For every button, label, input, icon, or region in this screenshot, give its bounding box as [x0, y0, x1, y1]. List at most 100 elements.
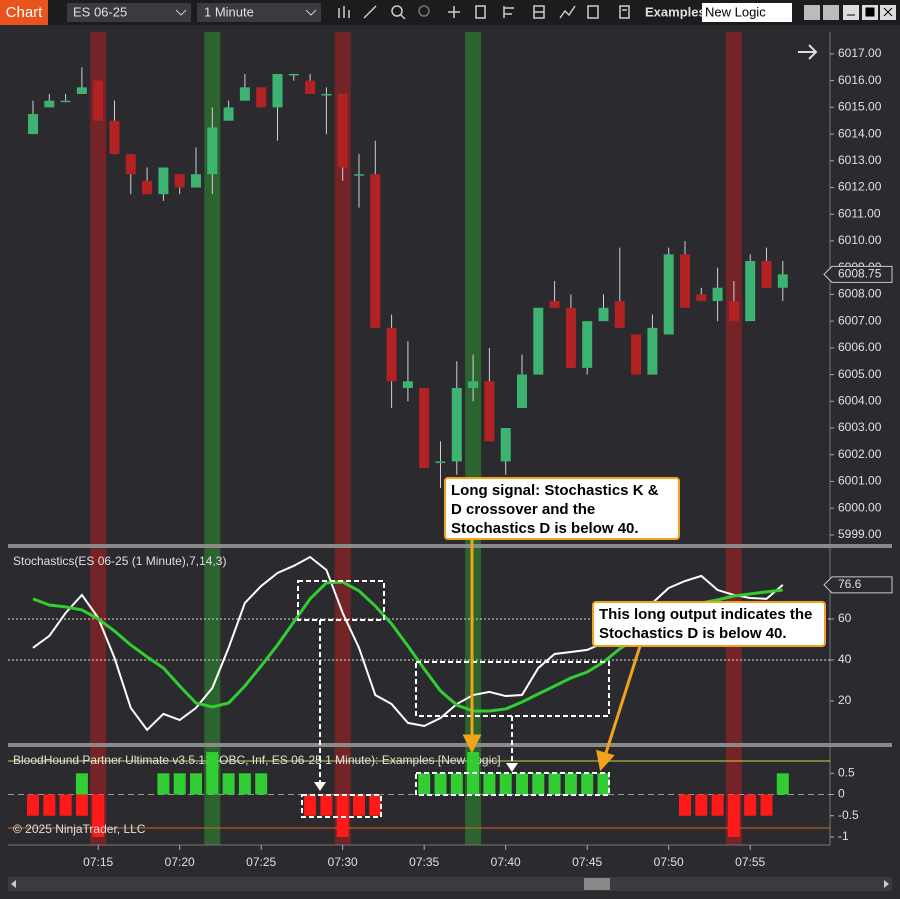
callout-long-signal: Long signal: Stochastics K & D crossover…	[444, 477, 680, 540]
scroll-arrow[interactable]	[798, 44, 818, 60]
y-tick-label: 0.5	[838, 765, 855, 779]
candle-body	[44, 100, 55, 108]
copyright: © 2025 NinjaTrader, LLC	[13, 822, 146, 836]
signal-bar	[483, 773, 496, 795]
candle-body	[663, 254, 674, 335]
last-value-tag	[823, 576, 893, 594]
candle-body	[370, 174, 381, 328]
candle-body	[777, 274, 788, 288]
panel-separator	[8, 743, 892, 747]
candle-body	[223, 107, 234, 121]
y-tick-label: 0	[838, 787, 845, 801]
signal-band	[204, 32, 221, 845]
y-tick-label: 60	[838, 611, 852, 625]
y-tick-label: 6005.00	[838, 367, 882, 381]
y-tick-label: 6000.00	[838, 500, 882, 514]
tab-label: Chart	[6, 4, 44, 21]
plot-area: 5999.00 6000.00 6001.00 6002.00 6003.00 6004.…	[8, 46, 893, 869]
x-tick-label: 07:15	[83, 855, 113, 869]
candle-body	[696, 294, 707, 302]
candle-body	[174, 174, 185, 188]
toolbar-icons[interactable]	[338, 5, 630, 20]
signal-bar	[434, 773, 447, 795]
signal-bar	[157, 773, 170, 795]
x-tick-label: 07:25	[246, 855, 276, 869]
signal-bar	[516, 773, 528, 795]
scrollbar[interactable]	[8, 877, 892, 891]
signal-bar	[776, 773, 789, 795]
signal-bar	[597, 773, 610, 795]
candle-body	[712, 287, 723, 302]
callout-arrows	[462, 540, 642, 772]
candle-body	[680, 254, 690, 308]
candle-body	[598, 307, 609, 322]
y-tick-label: 6010.00	[838, 233, 882, 247]
y-tick-label: 6003.00	[838, 420, 882, 434]
x-tick-label: 07:50	[654, 855, 684, 869]
candle-body	[451, 387, 462, 462]
y-tick-label: 6004.00	[838, 393, 882, 407]
y-tick-label: 6007.00	[838, 313, 882, 327]
instrument-select[interactable]	[67, 3, 191, 22]
candle-body	[158, 167, 169, 195]
candle-body	[125, 154, 136, 175]
signal-bar	[255, 773, 268, 795]
signal-bar	[695, 794, 708, 816]
signal-bar	[727, 794, 740, 837]
signal-bar	[450, 773, 463, 795]
y-tick-label: 6017.00	[838, 46, 882, 60]
candle-body	[191, 174, 201, 188]
candle-body	[435, 461, 446, 463]
callout-long-output: This long output indicates the Stochasti…	[592, 601, 826, 647]
stochastic-line	[32, 555, 784, 732]
signal-bar	[75, 773, 88, 795]
candle-body	[533, 307, 544, 375]
candle-body	[272, 73, 283, 108]
signal-bar	[190, 773, 202, 795]
signal-bar	[336, 794, 349, 837]
dropdown-arrow	[175, 9, 187, 16]
y-tick-label: 40	[838, 652, 852, 666]
candle-body	[28, 114, 38, 135]
y-tick-label: 5999.00	[838, 527, 882, 541]
workspace-label: Examples	[645, 4, 706, 19]
x-tick-label: 07:55	[735, 855, 765, 869]
candle-body	[565, 307, 576, 368]
y-tick-label: 6002.00	[838, 447, 882, 461]
interval-select[interactable]	[197, 3, 321, 22]
candle-body	[468, 381, 479, 388]
x-tick-label: 07:40	[491, 855, 521, 869]
signal-bar	[711, 794, 724, 816]
candle-body	[419, 387, 430, 469]
candle-body	[109, 120, 120, 155]
chart-tab[interactable]	[0, 0, 48, 25]
signal-bar	[304, 794, 317, 816]
candle-body	[402, 381, 413, 388]
candle-body	[337, 93, 348, 168]
candle-body	[728, 301, 739, 322]
x-tick-label: 07:30	[328, 855, 358, 869]
y-tick-label: 6016.00	[838, 73, 882, 87]
candle-body	[354, 174, 364, 176]
candle-body	[631, 334, 642, 375]
signal-band	[90, 32, 107, 845]
y-tick-label: 6011.00	[838, 206, 881, 220]
signal-band	[465, 32, 482, 845]
candle-body	[93, 80, 104, 121]
x-tick-label: 07:20	[165, 855, 195, 869]
signal-bar	[222, 773, 235, 795]
signal-bar	[353, 794, 365, 816]
signal-bar	[744, 794, 757, 816]
y-tick-label: 6006.00	[838, 340, 882, 354]
candle-body	[305, 80, 316, 94]
x-tick-label: 07:35	[409, 855, 439, 869]
candle-body	[517, 374, 527, 408]
signal-band	[334, 32, 351, 845]
dropdown-arrow	[305, 9, 317, 16]
window-buttons[interactable]	[804, 5, 896, 20]
strategy-box[interactable]	[702, 3, 792, 22]
signal-bar	[581, 773, 594, 795]
y-tick-label: -1	[838, 829, 849, 843]
scroll-thumb[interactable]	[584, 878, 610, 890]
